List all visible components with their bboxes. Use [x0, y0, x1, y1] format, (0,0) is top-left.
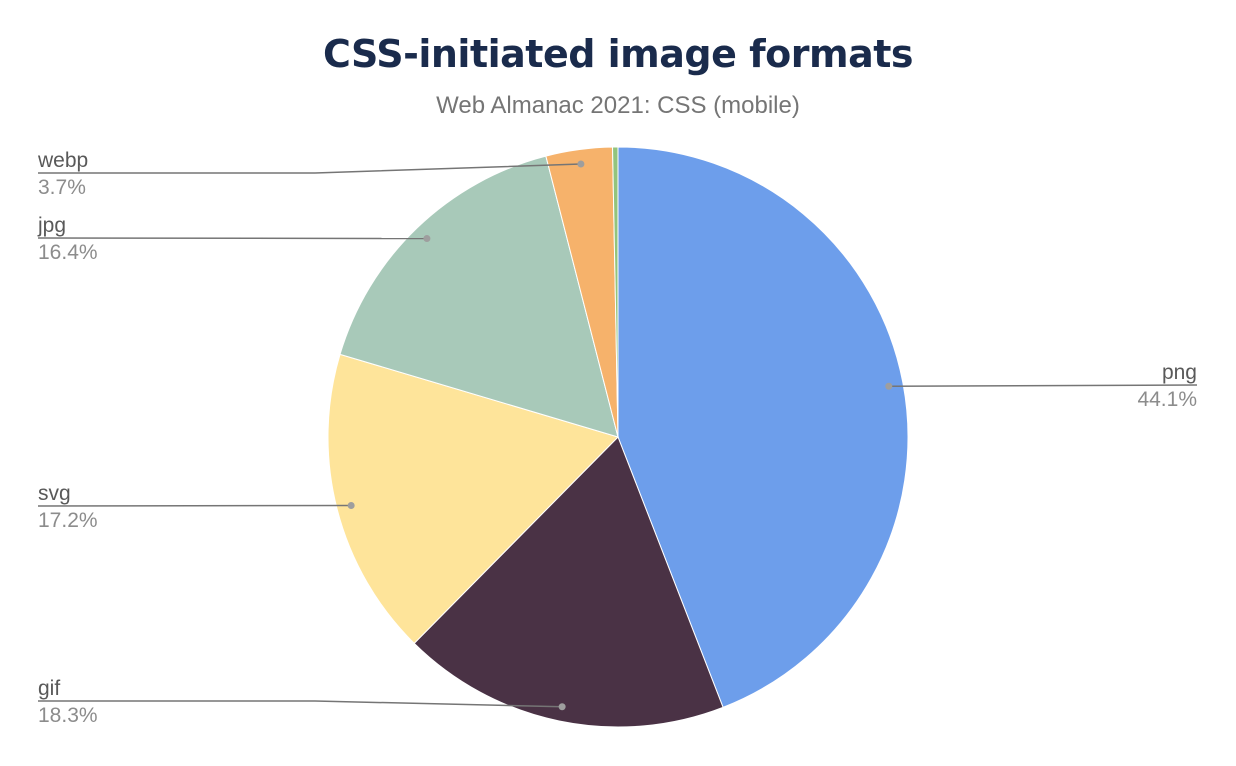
- slice-value-svg: 17.2%: [38, 509, 98, 532]
- leader-dot-jpg: [423, 235, 431, 243]
- slice-label-jpg: jpg: [37, 214, 66, 237]
- leader-line-jpg: [37, 237, 427, 240]
- leader-dot-png: [885, 382, 893, 390]
- pie-slice-other: [612, 146, 619, 438]
- slice-value-webp: 3.7%: [38, 176, 86, 199]
- leader-dot-gif: [558, 703, 566, 711]
- pie-slice-png: [617, 146, 909, 708]
- leader-line-png: [888, 384, 1198, 387]
- pie-slice-svg: [327, 353, 619, 645]
- pie-slice-gif: [413, 436, 724, 728]
- slice-label-svg: svg: [38, 482, 71, 505]
- slice-label-gif: gif: [38, 677, 60, 700]
- slice-value-gif: 18.3%: [38, 704, 98, 727]
- slice-label-png: png: [1162, 361, 1197, 384]
- chart-title: CSS-initiated image formats: [322, 32, 914, 76]
- slice-value-jpg: 16.4%: [38, 241, 98, 264]
- slice-label-webp: webp: [37, 149, 88, 172]
- leader-dot-webp: [577, 160, 585, 168]
- leader-dot-svg: [347, 502, 355, 510]
- slice-value-png: 44.1%: [1137, 388, 1197, 411]
- leader-line-webp: [38, 163, 581, 174]
- chart-subtitle: Web Almanac 2021: CSS (mobile): [436, 92, 800, 119]
- leader-line-gif: [38, 700, 563, 708]
